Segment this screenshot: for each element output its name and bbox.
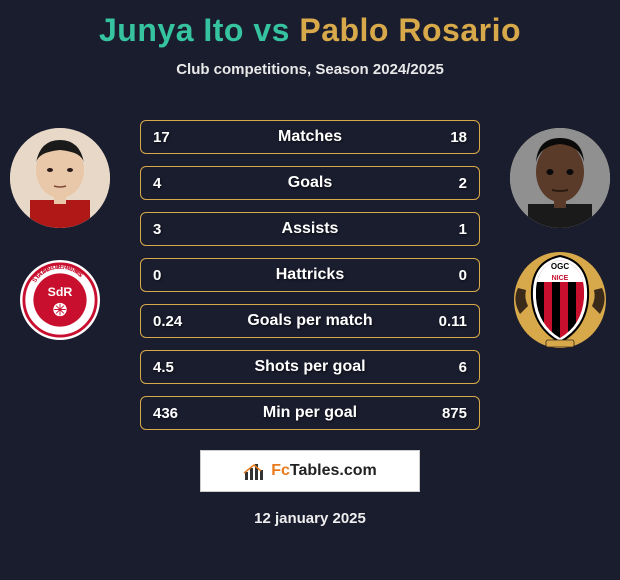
- stat-label: Assists: [193, 220, 427, 238]
- stat-right-value: 1: [427, 221, 467, 238]
- player1-face-icon: [10, 128, 110, 228]
- stat-right-value: 18: [427, 129, 467, 146]
- svg-text:SdR: SdR: [48, 285, 73, 299]
- brand-box[interactable]: FcTables.com: [200, 450, 420, 492]
- stat-right-value: 0: [427, 267, 467, 284]
- stat-label: Hattricks: [193, 266, 427, 284]
- player2-avatar: [510, 128, 610, 228]
- stat-row: 0 Hattricks 0: [140, 258, 480, 292]
- stat-label: Goals: [193, 174, 427, 192]
- player2-face-icon: [510, 128, 610, 228]
- svg-text:OGC: OGC: [551, 262, 569, 271]
- subtitle: Club competitions, Season 2024/2025: [0, 61, 620, 78]
- stat-label: Goals per match: [193, 312, 427, 330]
- brand-prefix: Fc: [271, 462, 290, 479]
- stat-left-value: 4: [153, 175, 193, 192]
- stat-left-value: 436: [153, 405, 193, 422]
- brand-suffix: Tables.com: [290, 462, 377, 479]
- stat-left-value: 0: [153, 267, 193, 284]
- stat-row: 0.24 Goals per match 0.11: [140, 304, 480, 338]
- player1-avatar: [10, 128, 110, 228]
- vs-text: vs: [253, 12, 290, 48]
- brand-text: FcTables.com: [271, 462, 377, 480]
- stat-row: 17 Matches 18: [140, 120, 480, 154]
- bar-chart-icon: [243, 460, 265, 482]
- stat-label: Shots per goal: [193, 358, 427, 376]
- nice-badge-icon: OGC NICE: [510, 250, 610, 350]
- stat-row: 4 Goals 2: [140, 166, 480, 200]
- stat-right-value: 875: [427, 405, 467, 422]
- reims-badge-icon: SdR STADE DE REIMS STADE DE REIMS: [22, 262, 98, 338]
- player1-name: Junya Ito: [99, 12, 244, 48]
- player2-club-badge: OGC NICE: [510, 250, 610, 350]
- stat-label: Min per goal: [193, 404, 427, 422]
- stat-label: Matches: [193, 128, 427, 146]
- stat-left-value: 4.5: [153, 359, 193, 376]
- svg-text:NICE: NICE: [552, 275, 569, 282]
- player1-club-badge: SdR STADE DE REIMS STADE DE REIMS: [20, 260, 100, 340]
- stat-row: 436 Min per goal 875: [140, 396, 480, 430]
- comparison-title: Junya Ito vs Pablo Rosario: [0, 0, 620, 49]
- stats-table: 17 Matches 18 4 Goals 2 3 Assists 1 0 Ha…: [140, 120, 480, 442]
- stat-row: 4.5 Shots per goal 6: [140, 350, 480, 384]
- player2-name: Pablo Rosario: [299, 12, 521, 48]
- stat-left-value: 3: [153, 221, 193, 238]
- stat-left-value: 0.24: [153, 313, 193, 330]
- stat-right-value: 6: [427, 359, 467, 376]
- stat-row: 3 Assists 1: [140, 212, 480, 246]
- stat-right-value: 2: [427, 175, 467, 192]
- stat-left-value: 17: [153, 129, 193, 146]
- stat-right-value: 0.11: [427, 313, 467, 330]
- date-text: 12 january 2025: [0, 510, 620, 527]
